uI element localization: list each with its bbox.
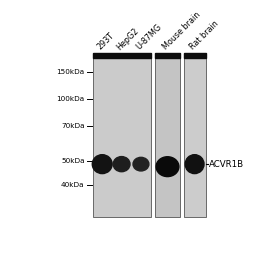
Text: 293T: 293T	[96, 31, 116, 52]
Text: 50kDa: 50kDa	[61, 158, 84, 164]
Ellipse shape	[92, 155, 112, 174]
Bar	[155, 53, 180, 58]
Text: U-87MG: U-87MG	[135, 23, 164, 52]
Text: 150kDa: 150kDa	[57, 69, 84, 75]
Text: Rat brain: Rat brain	[188, 19, 221, 52]
Ellipse shape	[133, 157, 149, 171]
Text: Mouse brain: Mouse brain	[161, 10, 202, 52]
Text: 70kDa: 70kDa	[61, 123, 84, 129]
Bar	[155, 53, 180, 217]
Bar	[184, 53, 206, 58]
Text: 100kDa: 100kDa	[57, 96, 84, 102]
Bar	[184, 53, 206, 217]
Ellipse shape	[156, 157, 179, 177]
Ellipse shape	[185, 155, 204, 174]
Bar	[92, 53, 151, 58]
Bar	[92, 53, 151, 217]
Text: 40kDa: 40kDa	[61, 182, 84, 188]
Ellipse shape	[113, 157, 130, 172]
Text: ACVR1B: ACVR1B	[209, 160, 244, 169]
Text: HepG2: HepG2	[115, 26, 141, 52]
